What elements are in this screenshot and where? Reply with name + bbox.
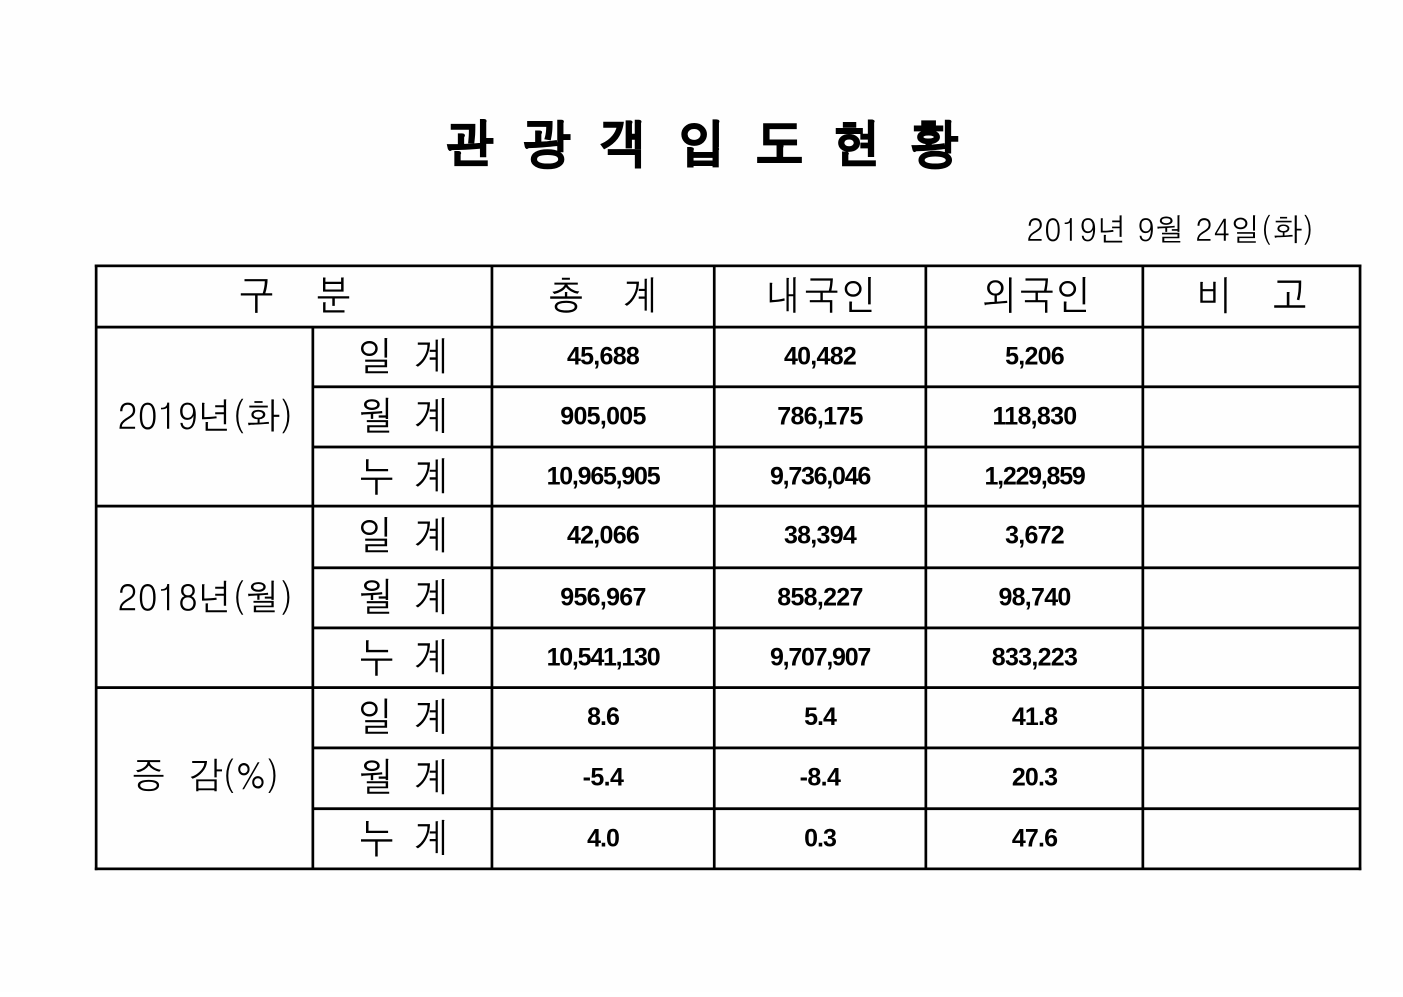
svg-text:858,227: 858,227 bbox=[777, 583, 862, 611]
svg-text:956,967: 956,967 bbox=[560, 583, 645, 611]
svg-text:833,223: 833,223 bbox=[992, 644, 1077, 672]
svg-text:47.6: 47.6 bbox=[1012, 824, 1057, 852]
svg-text:3,672: 3,672 bbox=[1005, 522, 1064, 550]
svg-text:9,736,046: 9,736,046 bbox=[770, 463, 870, 491]
svg-text:0.3: 0.3 bbox=[804, 824, 836, 852]
svg-text:118,830: 118,830 bbox=[992, 402, 1076, 430]
svg-text:905,005: 905,005 bbox=[560, 402, 646, 430]
svg-text:38,394: 38,394 bbox=[784, 522, 857, 550]
svg-text:41.8: 41.8 bbox=[1012, 703, 1058, 731]
svg-text:5.4: 5.4 bbox=[804, 703, 837, 731]
svg-text:10,965,905: 10,965,905 bbox=[547, 463, 661, 491]
svg-text:10,541,130: 10,541,130 bbox=[547, 644, 660, 672]
svg-text:98,740: 98,740 bbox=[998, 583, 1070, 611]
svg-text:786,175: 786,175 bbox=[777, 402, 863, 430]
svg-text:40,482: 40,482 bbox=[784, 343, 856, 371]
svg-text:9,707,907: 9,707,907 bbox=[770, 644, 870, 672]
svg-text:-5.4: -5.4 bbox=[583, 764, 624, 792]
svg-text:4.0: 4.0 bbox=[587, 824, 619, 852]
svg-text:8.6: 8.6 bbox=[587, 703, 619, 731]
svg-text:1,229,859: 1,229,859 bbox=[984, 463, 1084, 491]
svg-text:45,688: 45,688 bbox=[567, 343, 640, 371]
svg-text:42,066: 42,066 bbox=[567, 522, 639, 550]
svg-text:20.3: 20.3 bbox=[1012, 764, 1057, 792]
svg-text:-8.4: -8.4 bbox=[800, 764, 841, 792]
svg-text:5,206: 5,206 bbox=[1005, 343, 1064, 371]
